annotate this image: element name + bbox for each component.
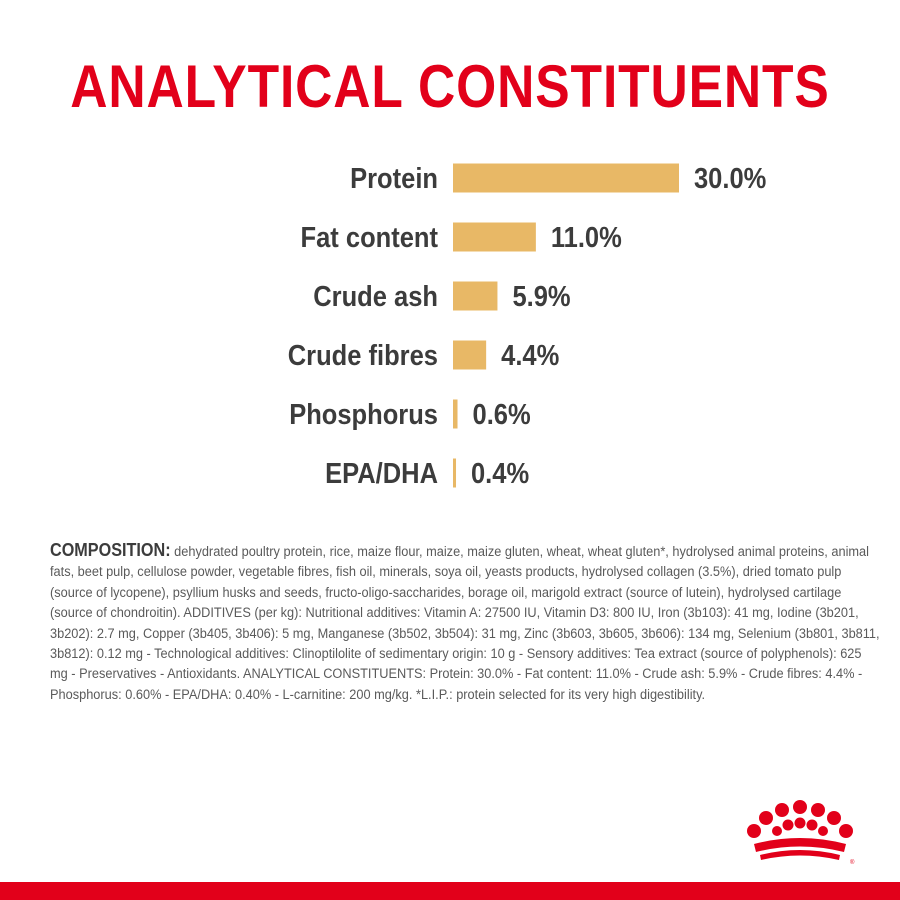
value-label: 4.4% xyxy=(501,338,559,371)
crown-icon: ® xyxy=(747,800,855,866)
value-label: 11.0% xyxy=(551,220,622,253)
bar xyxy=(453,399,458,429)
value-label: 0.4% xyxy=(471,456,529,489)
value-label: 5.9% xyxy=(512,279,570,312)
category-label: Fat content xyxy=(301,220,438,253)
category-label: Crude ash xyxy=(313,279,438,312)
bar xyxy=(453,163,679,193)
bar xyxy=(453,281,498,311)
composition-text: COMPOSITION: dehydrated poultry protein,… xyxy=(50,540,880,705)
bar xyxy=(453,222,536,252)
category-label: Protein xyxy=(350,161,438,194)
category-label: Phosphorus xyxy=(289,397,438,430)
composition-label: COMPOSITION: xyxy=(50,540,171,560)
chart-title: ANALYTICAL CONSTITUENTS xyxy=(70,53,830,120)
svg-text:®: ® xyxy=(850,859,855,866)
bar-chart: Protein 30.0% Fat content 11.0% Crude ash 5.9… xyxy=(288,161,767,489)
bar xyxy=(453,340,487,370)
composition-body: dehydrated poultry protein, rice, maize … xyxy=(50,544,880,703)
bar xyxy=(453,458,457,488)
bottom-brand-bar xyxy=(0,882,900,900)
category-label: EPA/DHA xyxy=(325,456,438,489)
value-label: 30.0% xyxy=(694,161,766,194)
value-label: 0.6% xyxy=(473,397,531,430)
category-label: Crude fibres xyxy=(288,338,438,371)
